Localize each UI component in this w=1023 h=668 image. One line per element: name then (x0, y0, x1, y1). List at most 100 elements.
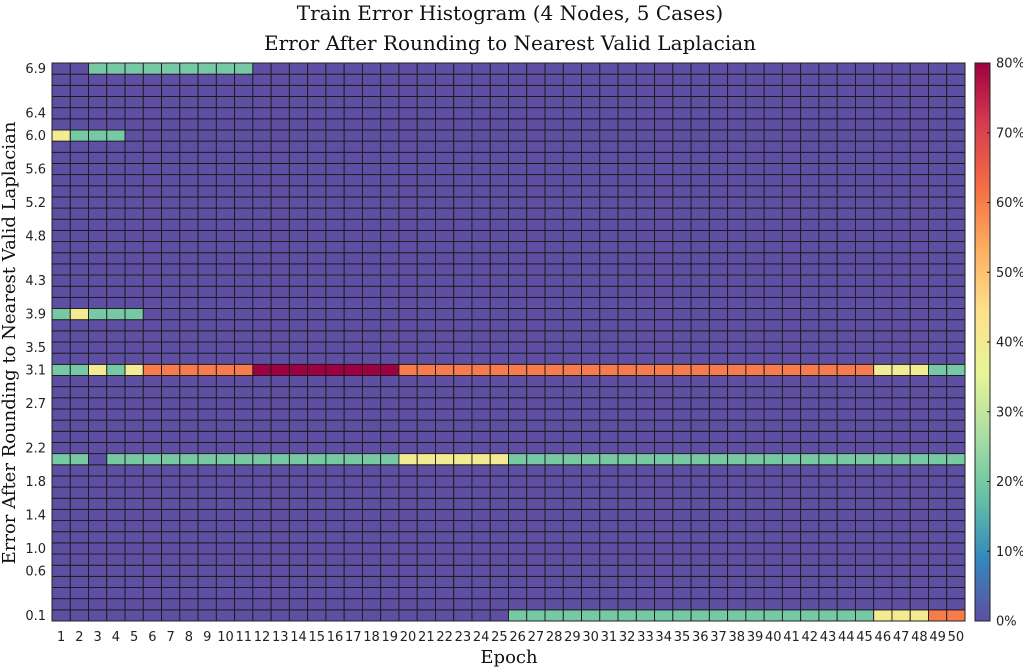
heatmap-cell (727, 274, 747, 287)
heatmap-cell (654, 196, 674, 209)
heatmap-cell (508, 553, 528, 566)
heatmap-cell (544, 542, 564, 555)
heatmap-cell (581, 375, 601, 388)
heatmap-cell (745, 196, 765, 209)
heatmap-cell (818, 263, 838, 276)
heatmap-cell (672, 196, 692, 209)
heatmap-cell (818, 274, 838, 287)
heatmap-cell (398, 441, 418, 455)
heatmap-cell (197, 520, 217, 533)
heatmap-cell (288, 575, 309, 588)
heatmap-cell (727, 196, 747, 209)
heatmap-cell (69, 84, 89, 97)
heatmap-cell (708, 531, 729, 544)
heatmap-cell (69, 363, 89, 376)
heatmap-cell (836, 162, 856, 176)
heatmap-cell (928, 564, 948, 577)
heatmap-cell (544, 486, 564, 499)
heatmap-cell (416, 118, 436, 131)
heatmap-cell (891, 107, 911, 120)
heatmap-cell (818, 185, 838, 198)
heatmap-cell (818, 441, 838, 455)
heatmap-cell (946, 229, 966, 243)
heatmap-cell (398, 542, 418, 555)
heatmap-cell (854, 151, 875, 164)
heatmap-cell (854, 497, 875, 510)
heatmap-cell (873, 542, 893, 555)
heatmap-cell (873, 196, 893, 209)
heatmap-cell (252, 241, 272, 254)
heatmap-cell (142, 62, 163, 75)
heatmap-cell (453, 174, 473, 187)
heatmap-cell (398, 397, 418, 410)
heatmap-cell (234, 497, 254, 510)
heatmap-cell (708, 564, 729, 577)
heatmap-cell (161, 84, 181, 97)
heatmap-cell (453, 229, 473, 243)
heatmap-cell (179, 73, 199, 86)
heatmap-cell (727, 575, 747, 588)
heatmap-cell (526, 587, 546, 600)
heatmap-cell (508, 174, 528, 187)
heatmap-cell (654, 330, 674, 343)
heatmap-cell (654, 185, 674, 198)
heatmap-cell (617, 285, 637, 298)
heatmap-cell (69, 430, 89, 443)
heatmap-cell (252, 453, 272, 466)
heatmap-cell (197, 196, 217, 209)
heatmap-cell (124, 531, 144, 544)
heatmap-cell (635, 207, 656, 220)
heatmap-cell (928, 73, 948, 86)
heatmap-cell (215, 486, 236, 499)
heatmap-cell (909, 196, 929, 209)
heatmap-cell (106, 84, 126, 97)
heatmap-cell (398, 174, 418, 187)
heatmap-cell (946, 84, 966, 97)
heatmap-cell (142, 520, 163, 533)
heatmap-cell (51, 319, 71, 332)
heatmap-cell (873, 386, 893, 399)
heatmap-cell (197, 575, 217, 588)
heatmap-cell (361, 486, 382, 499)
heatmap-cell (562, 397, 582, 410)
heatmap-cell (654, 497, 674, 510)
heatmap-cell (142, 107, 163, 120)
heatmap-cell (599, 397, 619, 410)
heatmap-cell (891, 397, 911, 410)
heatmap-cell (124, 96, 144, 109)
heatmap-cell (398, 62, 418, 75)
heatmap-cell (270, 296, 290, 309)
heatmap-cell (343, 296, 363, 309)
heatmap-cell (873, 319, 893, 332)
heatmap-cell (928, 441, 948, 455)
heatmap-cell (416, 296, 436, 309)
heatmap-cell (508, 107, 528, 120)
heatmap-cell (836, 73, 856, 86)
heatmap-cell (544, 341, 564, 354)
heatmap-cell (854, 62, 875, 75)
heatmap-cell (544, 587, 564, 600)
heatmap-cell (690, 319, 710, 332)
heatmap-cell (928, 508, 948, 522)
heatmap-cell (562, 84, 582, 97)
heatmap-cell (727, 151, 747, 164)
heatmap-cell (270, 308, 290, 321)
heatmap-cell (928, 107, 948, 120)
heatmap-cell (873, 464, 893, 477)
heatmap-cell (891, 84, 911, 97)
heatmap-cell (307, 598, 327, 611)
heatmap-cell (489, 397, 509, 410)
heatmap-cell (215, 375, 236, 388)
x-tick-label: 26 (509, 630, 526, 645)
heatmap-cell (763, 129, 783, 142)
heatmap-cell (270, 508, 290, 522)
heatmap-cell (800, 408, 820, 421)
heatmap-cell (234, 475, 254, 488)
heatmap-cell (854, 609, 875, 622)
heatmap-cell (581, 84, 601, 97)
heatmap-cell (416, 263, 436, 276)
heatmap-cell (599, 352, 619, 365)
heatmap-cell (270, 62, 290, 75)
heatmap-cell (51, 397, 71, 410)
heatmap-cell (51, 475, 71, 488)
